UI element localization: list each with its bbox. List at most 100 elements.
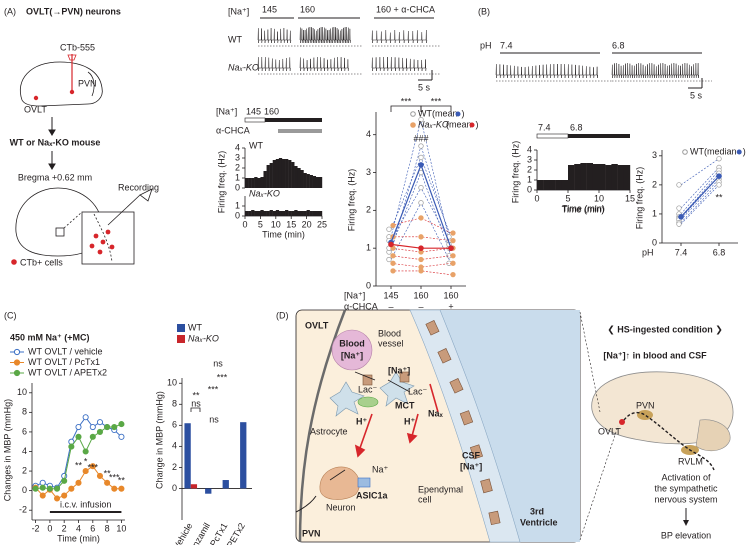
individual-point bbox=[418, 200, 424, 206]
legend-marker bbox=[13, 369, 21, 377]
bar bbox=[205, 488, 212, 494]
outcome-label: Activation of bbox=[661, 472, 711, 482]
panel-label: (A) bbox=[4, 6, 16, 16]
x-tick-label: -2 bbox=[32, 523, 40, 533]
cell-label: cell bbox=[418, 494, 432, 504]
histogram-bar bbox=[580, 163, 587, 190]
legend-label: (mean bbox=[432, 108, 458, 118]
ion-label: Lac⁻ bbox=[408, 386, 428, 396]
individual-line bbox=[680, 178, 720, 221]
legend-label: (median bbox=[704, 146, 737, 156]
bar bbox=[222, 480, 229, 489]
individual-line bbox=[390, 255, 452, 260]
individual-point bbox=[418, 268, 424, 274]
individual-point bbox=[418, 143, 424, 149]
legend-swatch bbox=[177, 324, 185, 332]
histogram-bar bbox=[306, 174, 310, 188]
individual-point bbox=[390, 222, 396, 229]
recording-label: Recording bbox=[118, 182, 159, 192]
individual-point bbox=[418, 215, 424, 221]
sagittal-brain bbox=[20, 54, 103, 107]
annotation: ** bbox=[75, 460, 83, 470]
x-tick-label: 10 bbox=[594, 193, 604, 203]
bar bbox=[184, 423, 191, 489]
x-axis-label: pH bbox=[642, 247, 654, 257]
csf-label: [Na⁺] bbox=[460, 461, 482, 471]
x-tick-label: 5 bbox=[565, 193, 570, 203]
histogram-bar bbox=[278, 211, 283, 216]
series-point bbox=[111, 485, 118, 492]
legend-label: (mean bbox=[446, 119, 472, 129]
histogram-bar bbox=[272, 160, 276, 188]
individual-point bbox=[418, 116, 424, 123]
histogram-bar bbox=[537, 180, 544, 190]
individual-point bbox=[386, 226, 392, 232]
individual-line bbox=[680, 181, 720, 223]
individual-line bbox=[680, 173, 720, 217]
legend-label: WT OVLT / APETx2 bbox=[28, 367, 107, 377]
histogram-bar bbox=[623, 165, 631, 190]
individual-point bbox=[450, 253, 456, 259]
trace bbox=[257, 28, 292, 44]
histogram-bar bbox=[555, 180, 562, 190]
panel-label: (C) bbox=[4, 310, 17, 320]
region-label: OVLT bbox=[305, 320, 329, 330]
infusion-label: i.c.v. infusion bbox=[60, 499, 111, 509]
cells-label: CTb+ cells bbox=[20, 257, 63, 267]
row-label: α-CHCA bbox=[344, 301, 378, 311]
annotation: ** bbox=[118, 475, 126, 485]
histogram-bar bbox=[266, 165, 270, 188]
series-point bbox=[53, 495, 61, 502]
tracer-label: CTb-555 bbox=[60, 42, 95, 52]
histogram-bar bbox=[561, 180, 569, 190]
histogram-bar bbox=[586, 163, 593, 190]
condition-label: 145 bbox=[246, 106, 261, 116]
histogram-bar bbox=[281, 211, 286, 216]
condition-bar bbox=[244, 117, 266, 123]
bar bbox=[240, 422, 247, 489]
histogram-bar bbox=[592, 164, 600, 190]
y-axis-label: Firing freq. (Hz) bbox=[634, 167, 644, 230]
individual-point bbox=[716, 156, 722, 162]
individual-point bbox=[450, 260, 456, 266]
y-tick-label: 4 bbox=[22, 446, 27, 456]
x-tick-label: 145 bbox=[383, 290, 398, 300]
series-point bbox=[75, 423, 82, 431]
condition-bar bbox=[568, 134, 630, 138]
y-tick-label: 2 bbox=[22, 465, 27, 475]
series-point bbox=[53, 485, 61, 492]
histogram-bar bbox=[617, 165, 624, 190]
series-point bbox=[61, 477, 68, 484]
legend-label: Naₓ-KO bbox=[188, 333, 219, 343]
y-tick-label: 6 bbox=[172, 420, 177, 430]
x-tick-label: 10 bbox=[116, 523, 126, 533]
series-point bbox=[46, 485, 53, 492]
bregma-label: Bregma +0.62 mm bbox=[18, 172, 92, 182]
blood-label: [Na⁺] bbox=[341, 350, 363, 360]
bracket bbox=[190, 407, 201, 412]
histogram-bar bbox=[309, 175, 313, 188]
y-tick-label: 3 bbox=[527, 154, 532, 164]
annotation: *** bbox=[217, 372, 228, 382]
series-point bbox=[61, 492, 68, 499]
y-tick-label: 6 bbox=[22, 426, 27, 436]
y-tick-label: 0 bbox=[366, 280, 371, 290]
individual-point bbox=[676, 182, 682, 188]
legend-label: WT bbox=[418, 108, 432, 118]
annotation: ns bbox=[191, 398, 201, 408]
y-tick-label: -2 bbox=[19, 505, 27, 515]
condition-label: 6.8 bbox=[570, 122, 583, 132]
condition-bar bbox=[536, 133, 569, 139]
panel-label: (B) bbox=[478, 6, 490, 16]
annotation: ** bbox=[715, 192, 723, 202]
pvn-dot bbox=[69, 89, 75, 95]
legend-label: WT bbox=[188, 322, 202, 332]
x-tick-label: 20 bbox=[302, 219, 312, 229]
individual-point bbox=[716, 182, 722, 188]
annotation: *** bbox=[208, 384, 219, 394]
histogram-bar bbox=[309, 211, 313, 216]
ion-label: H⁺ bbox=[404, 416, 415, 426]
outcome-label: nervous system bbox=[654, 494, 717, 504]
histogram-bar bbox=[285, 159, 289, 188]
